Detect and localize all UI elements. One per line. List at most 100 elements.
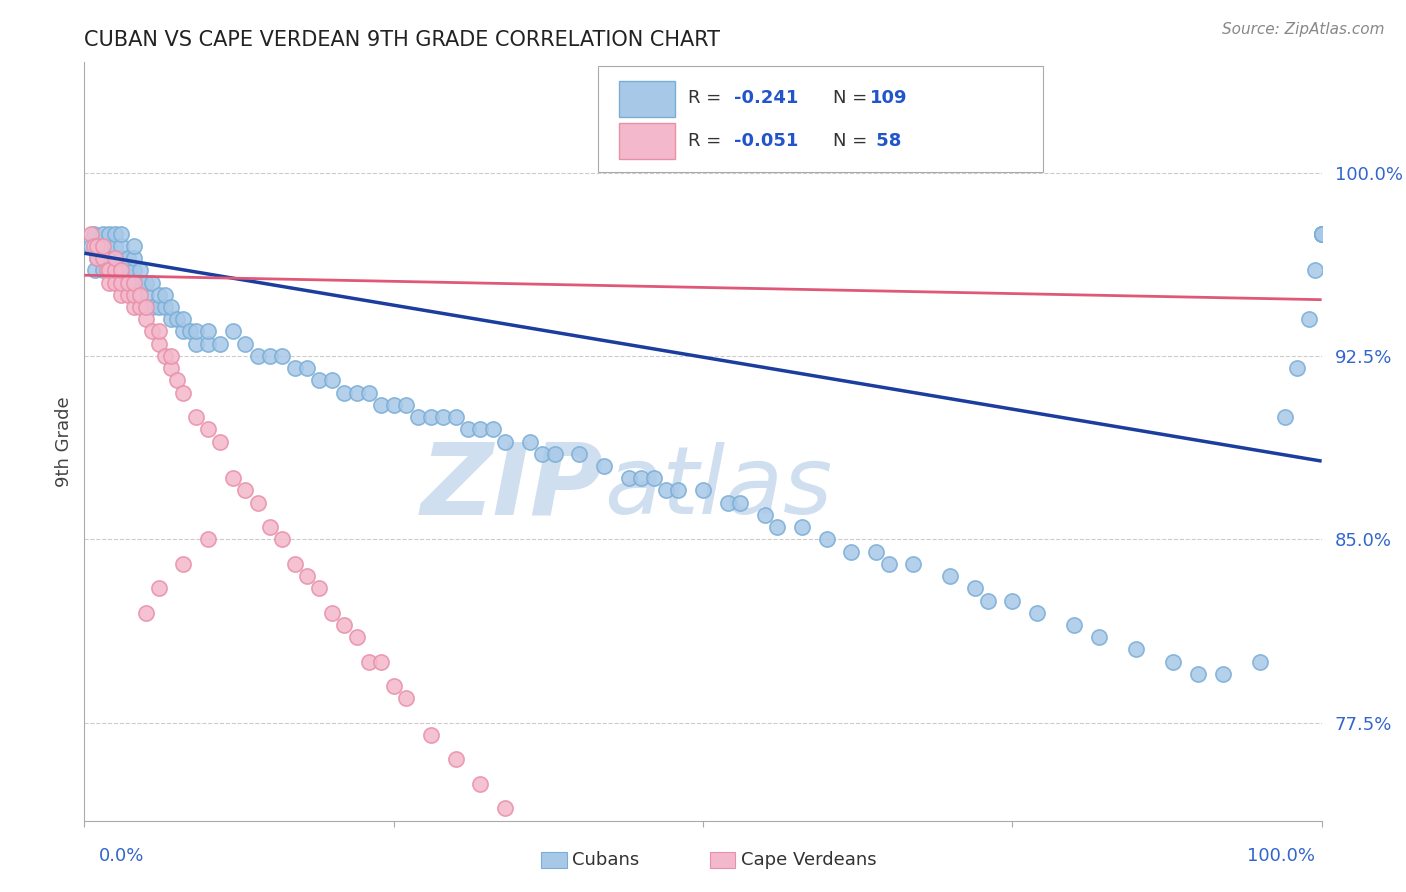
Point [233,336,256,351]
Point [357,385,380,400]
Point [1305,263,1327,277]
Point [965,582,987,596]
Point [104,251,127,265]
Point [86,251,108,265]
Point [976,593,998,607]
Point [104,263,127,277]
Point [321,373,343,387]
Point [135,287,157,301]
Point [321,606,343,620]
Point [308,373,330,387]
Point [470,422,492,436]
Text: ZIP: ZIP [420,439,605,535]
Point [1063,618,1085,632]
Point [222,471,245,485]
Point [98,227,121,241]
Point [494,434,516,449]
Point [184,325,207,339]
Point [568,447,591,461]
Point [110,287,132,301]
Point [117,251,139,265]
Point [1212,666,1234,681]
Point [1274,410,1296,425]
Point [104,239,127,253]
Point [110,263,132,277]
Point [153,349,176,363]
Text: CUBAN VS CAPE VERDEAN 9TH GRADE CORRELATION CHART: CUBAN VS CAPE VERDEAN 9TH GRADE CORRELAT… [84,29,720,50]
Point [197,422,219,436]
Point [1310,227,1333,241]
Text: N =: N = [832,131,868,150]
Point [382,398,405,412]
Point [122,276,145,290]
Point [395,398,418,412]
Point [259,520,281,534]
Point [1298,312,1320,326]
Point [129,263,152,277]
Point [209,434,232,449]
FancyBboxPatch shape [619,123,675,160]
Point [98,276,121,290]
Point [110,251,132,265]
Point [481,422,503,436]
Point [222,325,245,339]
Point [692,483,714,498]
Point [308,582,330,596]
Point [172,385,194,400]
Point [209,336,232,351]
Point [333,618,356,632]
Point [728,496,751,510]
Point [86,251,108,265]
Point [160,349,183,363]
Point [153,287,176,301]
Point [110,239,132,253]
Point [457,422,479,436]
Point [1125,642,1147,657]
Point [110,276,132,290]
Point [172,312,194,326]
Point [1310,227,1333,241]
Point [104,227,127,241]
Point [444,410,467,425]
Point [346,385,368,400]
Point [630,471,652,485]
Point [86,239,108,253]
Point [233,483,256,498]
Point [470,777,492,791]
Point [141,276,163,290]
Point [148,336,170,351]
Point [122,300,145,314]
Point [1249,655,1271,669]
Point [117,276,139,290]
Text: R =: R = [688,131,727,150]
Point [129,287,152,301]
Point [754,508,776,522]
Text: 58: 58 [870,131,901,150]
Point [271,533,294,547]
Point [135,606,157,620]
Point [148,287,170,301]
Point [141,300,163,314]
Point [110,227,132,241]
Point [419,728,441,742]
Point [1161,655,1184,669]
Text: 109: 109 [870,89,907,107]
Point [148,300,170,314]
Point [104,276,127,290]
Point [865,544,887,558]
Point [96,251,118,265]
Point [184,410,207,425]
Point [284,557,307,571]
Point [1001,593,1024,607]
Point [98,263,121,277]
Point [593,458,616,473]
Text: 100.0%: 100.0% [1247,847,1315,865]
Point [172,557,194,571]
Point [246,496,269,510]
Point [122,287,145,301]
Point [83,227,105,241]
Point [135,276,157,290]
Point [939,569,962,583]
Point [1187,666,1209,681]
Point [1026,606,1049,620]
